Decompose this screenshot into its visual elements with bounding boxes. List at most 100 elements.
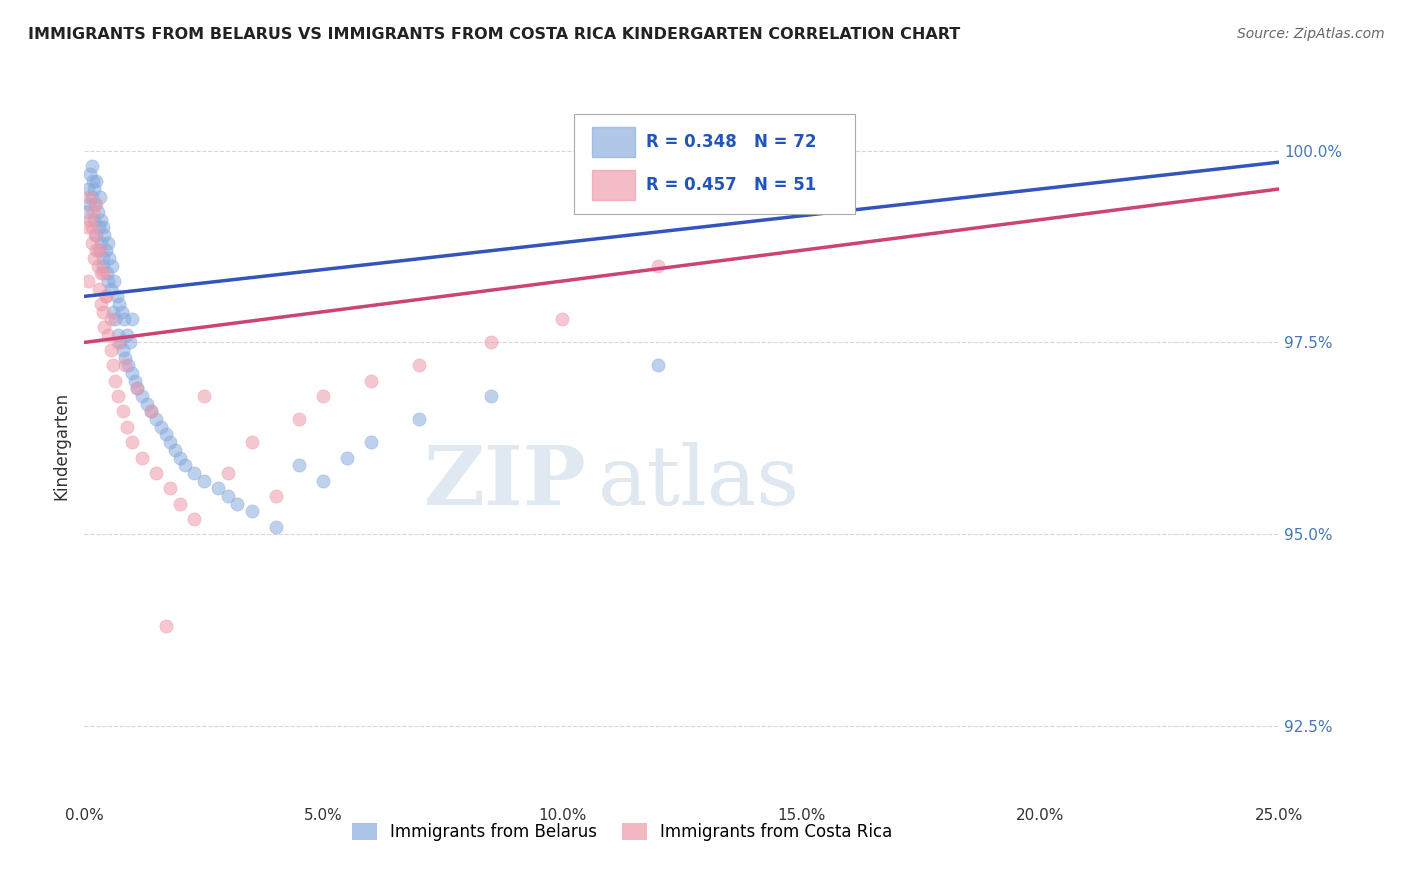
FancyBboxPatch shape <box>592 127 636 157</box>
Point <box>217 489 239 503</box>
Point <box>124 374 146 388</box>
Point <box>264 489 287 503</box>
Point <box>207 481 229 495</box>
Point <box>97 235 120 250</box>
Point <box>77 197 100 211</box>
Point <box>80 235 103 250</box>
Y-axis label: Kindergarten: Kindergarten <box>52 392 70 500</box>
Point <box>288 458 311 473</box>
Point <box>90 212 112 227</box>
Point <box>94 244 117 258</box>
Point <box>173 458 195 473</box>
Point <box>121 312 143 326</box>
Point <box>93 227 115 242</box>
Point <box>82 205 104 219</box>
Point <box>86 244 108 258</box>
Point <box>111 343 134 357</box>
Point <box>169 450 191 465</box>
Point <box>101 259 124 273</box>
Text: R = 0.348   N = 72: R = 0.348 N = 72 <box>647 133 817 151</box>
Point <box>479 389 502 403</box>
Point <box>103 274 125 288</box>
Point <box>104 312 127 326</box>
Point <box>101 359 124 373</box>
Point <box>86 227 108 242</box>
Point <box>112 312 135 326</box>
Point <box>149 419 172 434</box>
Legend: Immigrants from Belarus, Immigrants from Costa Rica: Immigrants from Belarus, Immigrants from… <box>344 816 900 848</box>
Point <box>165 442 187 457</box>
Point <box>97 274 120 288</box>
Point <box>111 304 134 318</box>
Point <box>105 289 128 303</box>
Point <box>79 212 101 227</box>
Point <box>217 466 239 480</box>
Point <box>93 220 115 235</box>
Point <box>87 205 110 219</box>
Point <box>89 189 111 203</box>
Point <box>107 389 129 403</box>
FancyBboxPatch shape <box>592 169 636 200</box>
Point <box>83 182 105 196</box>
Point <box>114 351 136 365</box>
Text: ZIP: ZIP <box>423 442 586 522</box>
Point <box>76 205 98 219</box>
Point <box>93 266 115 280</box>
Point <box>125 381 148 395</box>
Point <box>121 435 143 450</box>
Point <box>83 197 105 211</box>
FancyBboxPatch shape <box>575 114 855 214</box>
Point <box>93 320 115 334</box>
Point <box>193 474 215 488</box>
Point <box>159 481 181 495</box>
Point <box>193 389 215 403</box>
Point <box>240 435 263 450</box>
Point <box>77 274 100 288</box>
Point <box>83 227 105 242</box>
Point <box>288 412 311 426</box>
Point <box>83 251 105 265</box>
Point <box>110 335 132 350</box>
Point <box>104 374 127 388</box>
Point <box>86 174 108 188</box>
Point <box>107 335 129 350</box>
Point <box>183 466 205 480</box>
Point <box>312 389 335 403</box>
Point <box>121 366 143 380</box>
Point <box>100 343 122 357</box>
Point <box>87 220 110 235</box>
Text: IMMIGRANTS FROM BELARUS VS IMMIGRANTS FROM COSTA RICA KINDERGARTEN CORRELATION C: IMMIGRANTS FROM BELARUS VS IMMIGRANTS FR… <box>28 27 960 42</box>
Point <box>94 289 117 303</box>
Point <box>89 244 111 258</box>
Point <box>125 381 148 395</box>
Point <box>169 497 191 511</box>
Point <box>790 182 813 196</box>
Point <box>336 450 359 465</box>
Text: Source: ZipAtlas.com: Source: ZipAtlas.com <box>1237 27 1385 41</box>
Point <box>117 359 139 373</box>
Point <box>90 297 112 311</box>
Point <box>93 259 115 273</box>
Point <box>117 419 139 434</box>
Point <box>100 312 122 326</box>
Point <box>98 251 121 265</box>
Point <box>551 312 574 326</box>
Point <box>111 404 134 418</box>
Point <box>87 259 110 273</box>
Point <box>408 412 430 426</box>
Point <box>145 412 167 426</box>
Point <box>82 174 104 188</box>
Point <box>647 359 669 373</box>
Point <box>77 182 100 196</box>
Point <box>360 374 382 388</box>
Point <box>240 504 263 518</box>
Point <box>100 282 122 296</box>
Point <box>155 427 177 442</box>
Point <box>145 466 167 480</box>
Text: R = 0.457   N = 51: R = 0.457 N = 51 <box>647 176 817 194</box>
Point <box>159 435 181 450</box>
Point <box>80 220 103 235</box>
Point <box>101 304 124 318</box>
Point <box>183 512 205 526</box>
Point <box>80 159 103 173</box>
